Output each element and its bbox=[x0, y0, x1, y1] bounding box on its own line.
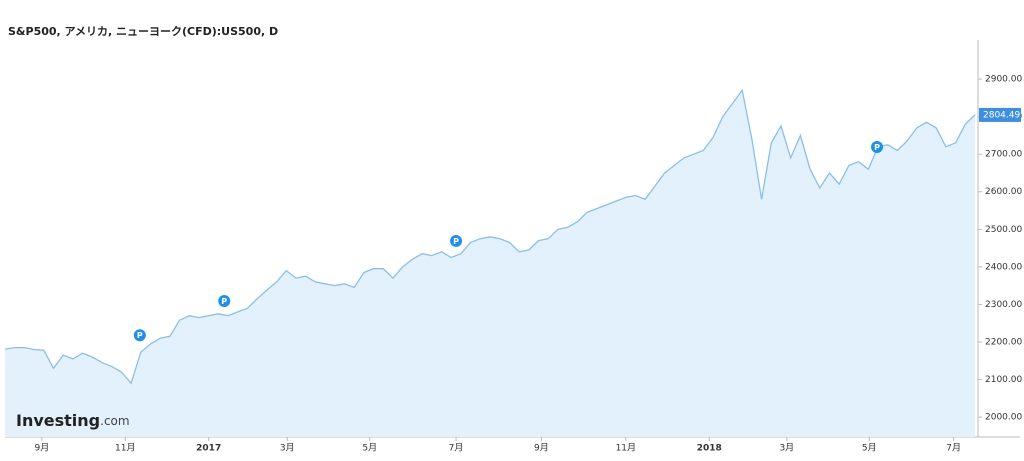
event-marker-label: P bbox=[453, 237, 459, 246]
x-tick-label: 11月 bbox=[616, 443, 636, 454]
area-fill bbox=[5, 90, 975, 438]
x-tick-label: 2018 bbox=[697, 444, 722, 454]
logo-name: Investing bbox=[16, 411, 100, 430]
last-price-label: 2804.49 bbox=[983, 110, 1020, 120]
x-tick-label: 2017 bbox=[196, 444, 221, 454]
x-tick-label: 7月 bbox=[946, 443, 961, 454]
event-marker bbox=[450, 234, 463, 247]
x-tick-label: 9月 bbox=[34, 443, 49, 454]
y-tick-label: 2100.00 bbox=[985, 375, 1022, 385]
y-tick-label: 2500.00 bbox=[985, 225, 1022, 235]
y-tick-label: 2000.00 bbox=[985, 413, 1022, 423]
x-tick-label: 11月 bbox=[115, 443, 135, 454]
x-tick-label: 3月 bbox=[280, 443, 295, 454]
price-line bbox=[4, 88, 976, 385]
y-tick-label: 2400.00 bbox=[985, 262, 1022, 272]
event-marker bbox=[871, 141, 884, 154]
x-tick-label: 5月 bbox=[862, 443, 877, 454]
y-tick-label: 2700.00 bbox=[985, 150, 1022, 160]
y-tick-label: 2600.00 bbox=[985, 187, 1022, 197]
event-marker bbox=[133, 329, 146, 342]
event-marker bbox=[218, 295, 231, 308]
event-marker-label: P bbox=[221, 297, 227, 306]
logo-suffix: .com bbox=[100, 414, 129, 428]
y-tick-label: 2900.00 bbox=[985, 75, 1022, 85]
x-tick-label: 3月 bbox=[779, 443, 794, 454]
x-tick-label: 5月 bbox=[362, 443, 377, 454]
logo: Investing.com bbox=[16, 411, 130, 430]
x-tick-label: 7月 bbox=[449, 443, 464, 454]
chart-title: S&P500, アメリカ, ニューヨーク(CFD):US500, D bbox=[8, 25, 278, 38]
y-tick-label: 2300.00 bbox=[985, 300, 1022, 310]
event-marker-label: P bbox=[874, 143, 880, 152]
last-price-tag bbox=[979, 107, 1021, 122]
x-tick-label: 9月 bbox=[534, 443, 549, 454]
y-tick-label: 2200.00 bbox=[985, 337, 1022, 347]
event-marker-label: P bbox=[137, 331, 143, 340]
